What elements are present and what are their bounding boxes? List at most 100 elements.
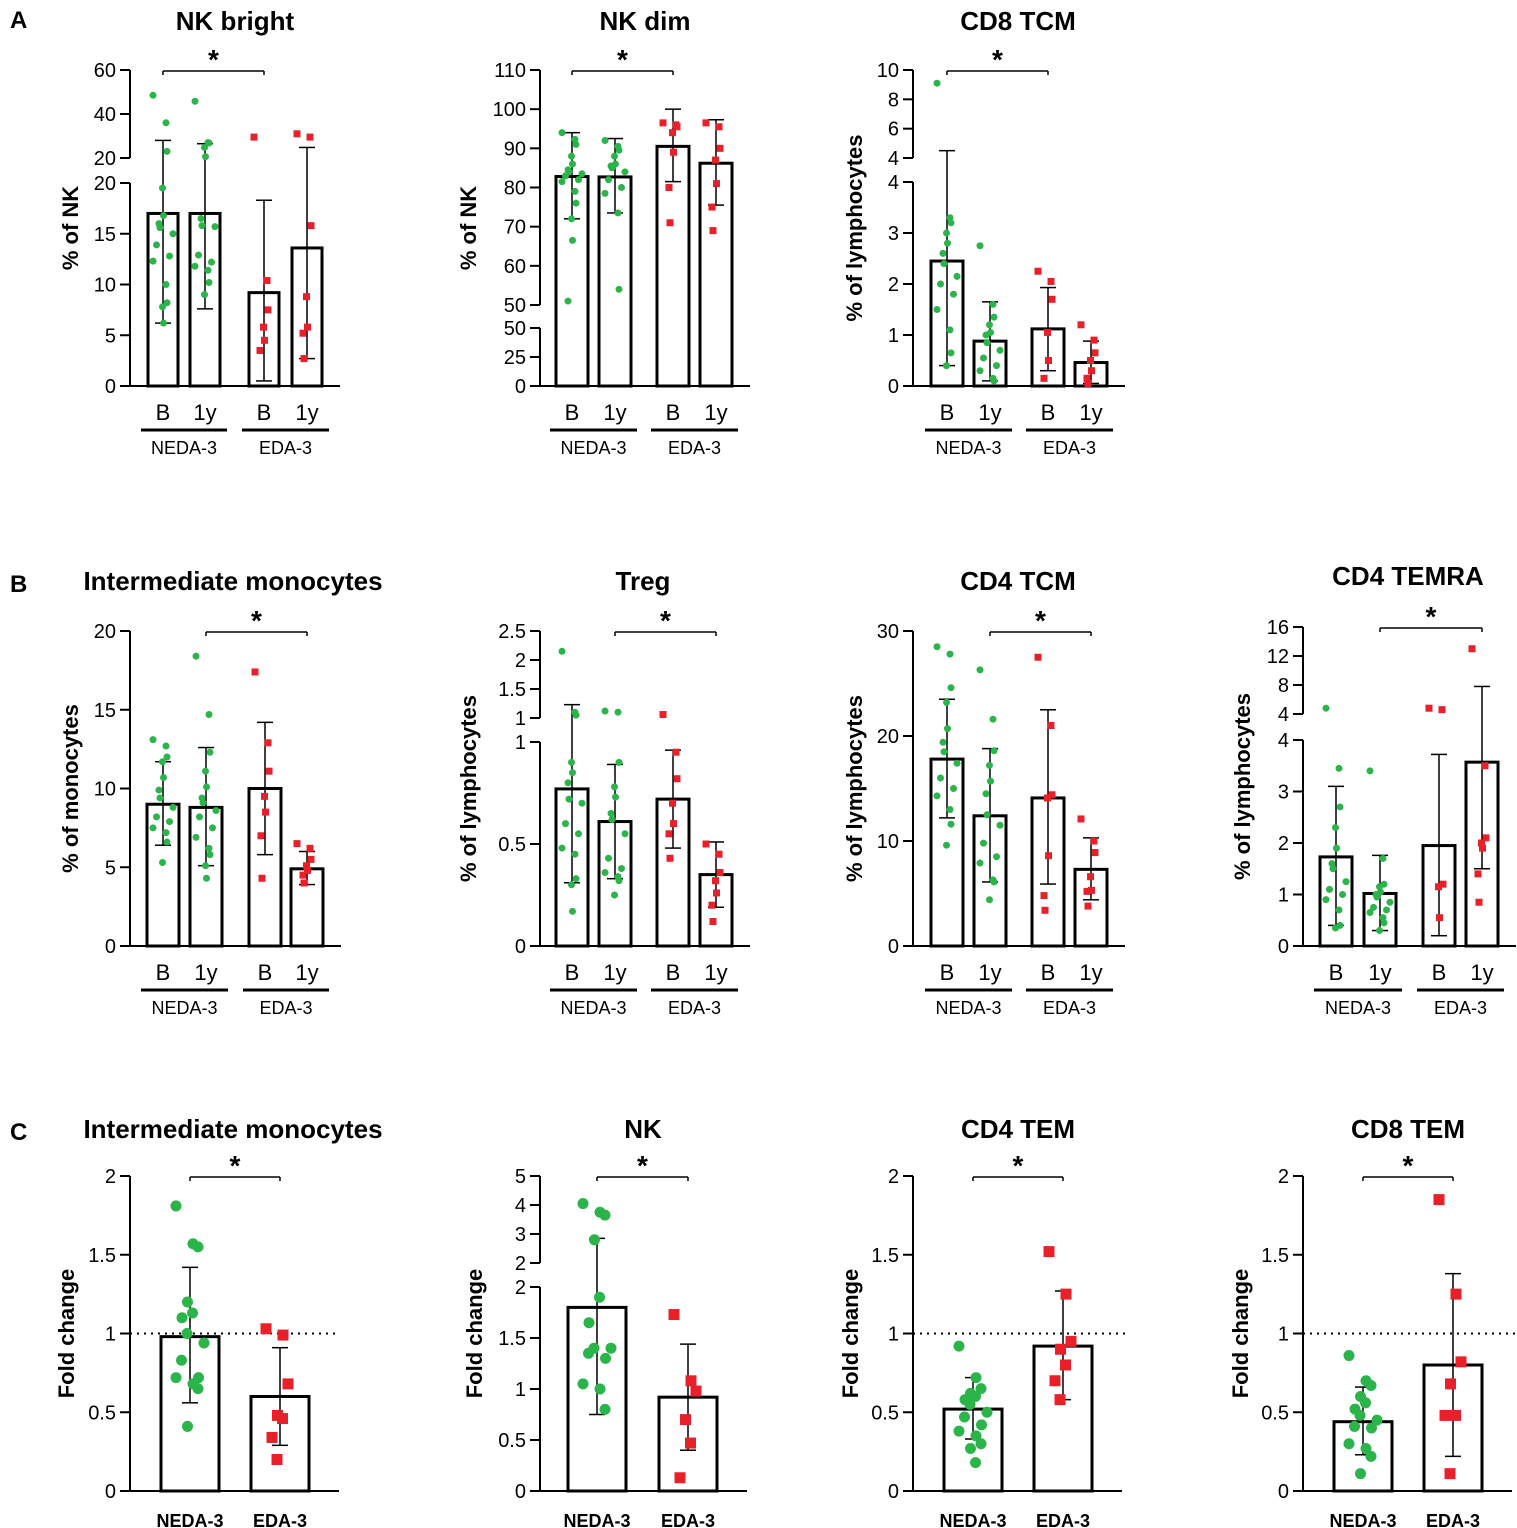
chart-c4-point-eda	[1445, 1378, 1456, 1390]
chart-c3-point-eda	[1055, 1343, 1066, 1355]
chart-b2-group-label: NEDA-3	[560, 998, 626, 1018]
chart-a2-ytick-label: 110	[494, 60, 526, 82]
chart-b1-ytick-label: 5	[105, 857, 116, 879]
chart-b1-point-neda	[203, 874, 210, 882]
chart-c1-point-neda	[198, 1337, 210, 1349]
chart-a3-point-neda	[989, 300, 997, 308]
chart-c2-point-eda	[668, 1309, 680, 1321]
chart-b4-ytick-label: 4	[1278, 730, 1289, 752]
chart-b3-point-neda	[990, 747, 998, 755]
chart-b1-point-eda	[258, 874, 266, 882]
chart-a3-title: CD8 TCM	[960, 6, 1076, 36]
chart-b3-point-neda	[946, 650, 954, 658]
chart-b3-title: CD4 TCM	[960, 566, 1076, 596]
chart-a2-ytick-label: 60	[504, 256, 526, 278]
chart-c4-point-neda	[1360, 1397, 1371, 1409]
chart-b4-point-neda	[1332, 924, 1339, 932]
chart-a1-point-neda	[163, 299, 171, 307]
chart-c2-ytick-label: 2	[515, 1253, 526, 1275]
chart-c2-ytick-label: 1.5	[498, 1328, 526, 1350]
chart-a1-ytick-label: 40	[94, 104, 116, 126]
chart-b2-point-eda	[716, 869, 724, 877]
chart-c2-point-neda	[599, 1209, 611, 1221]
chart-a2-point-neda	[618, 184, 625, 191]
chart-a3-point-eda	[1088, 367, 1095, 375]
chart-b1-point-neda	[149, 824, 157, 832]
chart-a1-group-label: EDA-3	[259, 438, 312, 458]
chart-c1-ytick-label: 2	[105, 1166, 116, 1188]
chart-b1-point-neda	[199, 799, 207, 807]
chart-a1-point-neda	[211, 223, 219, 231]
chart-c2-point-neda	[600, 1352, 611, 1364]
chart-b4-point-eda	[1482, 834, 1490, 842]
chart-c2-point-eda	[685, 1375, 697, 1387]
chart-a2-point-neda	[569, 160, 576, 168]
chart-a2-point-neda	[572, 140, 580, 148]
chart-a2-point-neda	[614, 209, 622, 217]
chart-b1-point-neda	[192, 833, 200, 841]
chart-c4-point-neda	[1360, 1442, 1372, 1454]
chart-a1-point-eda	[303, 293, 310, 301]
chart-b3-group-label: EDA-3	[1043, 998, 1096, 1018]
chart-b1-point-neda	[212, 807, 220, 815]
chart-b1-point-neda	[159, 758, 166, 766]
chart-a3-point-neda	[986, 321, 993, 329]
chart-b4-point-eda	[1479, 844, 1486, 852]
chart-b4-point-eda	[1481, 762, 1489, 770]
chart-a3-ytick-label: 10	[877, 60, 899, 82]
chart-b3-point-neda	[937, 774, 944, 782]
chart-a3-point-neda	[953, 272, 961, 280]
chart-a2-point-neda	[615, 146, 623, 154]
chart-a3-point-eda	[1091, 349, 1099, 357]
chart-b2-point-eda	[672, 748, 680, 756]
chart-b2-title: Treg	[616, 566, 671, 596]
chart-c2-point-neda	[594, 1291, 605, 1303]
chart-a3-ytick-label: 8	[888, 89, 899, 111]
chart-b1-point-eda	[293, 840, 301, 848]
chart-c4-point-neda	[1354, 1409, 1366, 1421]
chart-b3-point-neda	[982, 790, 990, 798]
chart-b1-point-eda	[304, 866, 311, 874]
chart-b4-ytick-label: 0	[1278, 936, 1289, 958]
chart-a1-ytick-label: 20	[94, 173, 116, 195]
chart-b3-ytick-label: 30	[877, 621, 899, 643]
chart-b3-point-neda	[989, 715, 997, 723]
panel-label-b: B	[10, 571, 27, 598]
chart-c1-point-neda	[192, 1241, 204, 1253]
chart-b1-ytick-label: 10	[94, 779, 116, 801]
chart-b1-point-neda	[205, 844, 213, 852]
chart-b3-point-neda	[980, 839, 987, 847]
chart-c3-point-neda	[970, 1457, 981, 1469]
chart-b1-point-neda	[159, 859, 166, 867]
chart-c2-point-eda	[680, 1414, 691, 1426]
chart-b3-point-neda	[953, 759, 961, 767]
chart-a2-ytick-label: 50	[504, 318, 526, 340]
chart-b2-ytick-label: 1	[515, 708, 526, 730]
chart-c4-ylabel: Fold change	[1228, 1269, 1253, 1399]
chart-b2-ytick-label: 2.5	[498, 621, 526, 643]
chart-b3-xtick-label: 1y	[978, 960, 1001, 985]
chart-b2-point-neda	[607, 809, 615, 817]
chart-b2-point-neda	[605, 854, 612, 862]
chart-b3-group-label: NEDA-3	[935, 998, 1001, 1018]
chart-b3-point-eda	[1088, 886, 1095, 894]
chart-b2-point-neda	[568, 881, 575, 889]
chart-b4-point-neda	[1335, 906, 1343, 914]
chart-b3-point-neda	[987, 777, 994, 785]
chart-c4-point-eda	[1444, 1468, 1456, 1480]
chart-a3-point-neda	[947, 219, 955, 227]
chart-b3-xtick-label: B	[1041, 960, 1056, 985]
chart-b3-point-neda	[993, 853, 1000, 861]
chart-a3-xtick-label: 1y	[1079, 400, 1102, 425]
chart-a3-point-neda	[990, 313, 998, 321]
chart-b3-point-eda	[1041, 906, 1049, 914]
chart-b3-ylabel: % of lymphocytes	[842, 695, 867, 882]
chart-b2-xtick-label: B	[565, 960, 580, 985]
chart-c3-point-eda	[1060, 1288, 1072, 1300]
chart-a1-point-neda	[156, 224, 164, 232]
chart-c4-point-neda	[1365, 1450, 1377, 1462]
chart-c4-ytick-label: 0	[1278, 1481, 1289, 1503]
chart-b1-point-eda	[307, 855, 315, 863]
chart-c2-point-neda	[589, 1234, 600, 1246]
chart-b3-point-neda	[950, 785, 957, 792]
